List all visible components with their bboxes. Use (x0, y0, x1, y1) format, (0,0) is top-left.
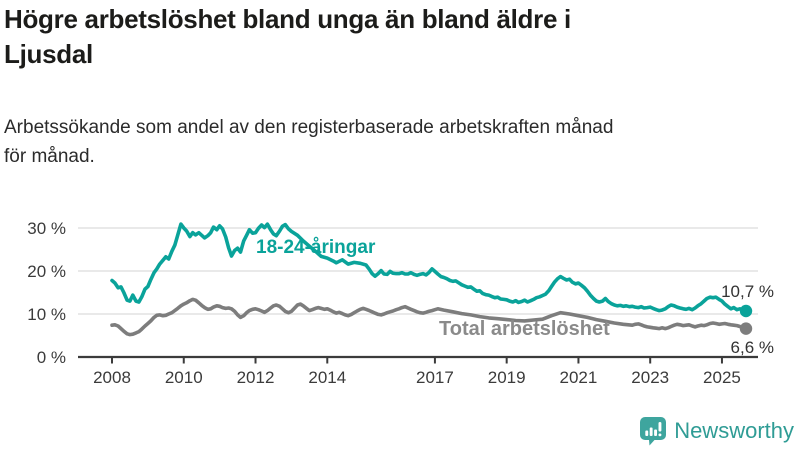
chart-subtitle: Arbetssökande som andel av den registerb… (4, 113, 784, 171)
y-tick-label-30: 30 % (27, 219, 66, 238)
series-label-total: Total arbetslöshet (439, 318, 610, 340)
series-endpoint-total (739, 322, 753, 335)
series-line-total (110, 297, 748, 337)
x-tick-label-2012: 2012 (237, 368, 275, 387)
page-title: Högre arbetslöshet bland unga än bland ä… (4, 2, 796, 72)
brand-name: Newsworthy (674, 418, 794, 443)
x-tick-label-2017: 2017 (416, 368, 454, 387)
x-tick-label-2025: 2025 (703, 368, 741, 387)
x-tick-label-2014: 2014 (308, 368, 346, 387)
series-label-youth: 18-24-åringar (256, 237, 376, 258)
value-label-total: 6,6 % (731, 338, 774, 357)
x-tick-label-2008: 2008 (93, 368, 131, 387)
y-tick-label-10: 10 % (27, 305, 66, 324)
x-tick-label-2023: 2023 (631, 368, 669, 387)
subtitle-line-1: Arbetssökande som andel av den registerb… (4, 117, 614, 138)
chart-header: Högre arbetslöshet bland unga än bland ä… (4, 2, 796, 72)
series-endpoint-youth (739, 304, 753, 318)
newsworthy-logo-icon (640, 417, 667, 446)
title-line-2: Ljusdal (4, 39, 93, 69)
title-line-1: Högre arbetslöshet bland unga än bland ä… (4, 4, 571, 34)
y-tick-label-0: 0 % (37, 348, 66, 367)
x-tick-label-2019: 2019 (488, 368, 526, 387)
subtitle-line-2: för månad. (4, 146, 95, 167)
y-tick-label-20: 20 % (27, 262, 66, 281)
brand-footer: Newsworthy (639, 416, 794, 446)
x-tick-label-2021: 2021 (560, 368, 598, 387)
x-tick-label-2010: 2010 (165, 368, 203, 387)
value-label-youth: 10,7 % (721, 282, 774, 301)
chart-svg: 0 % 10 % 20 % 30 % 2008 2010 2012 2014 2017 2019 2… (27, 219, 774, 387)
series-line-youth (110, 222, 748, 313)
